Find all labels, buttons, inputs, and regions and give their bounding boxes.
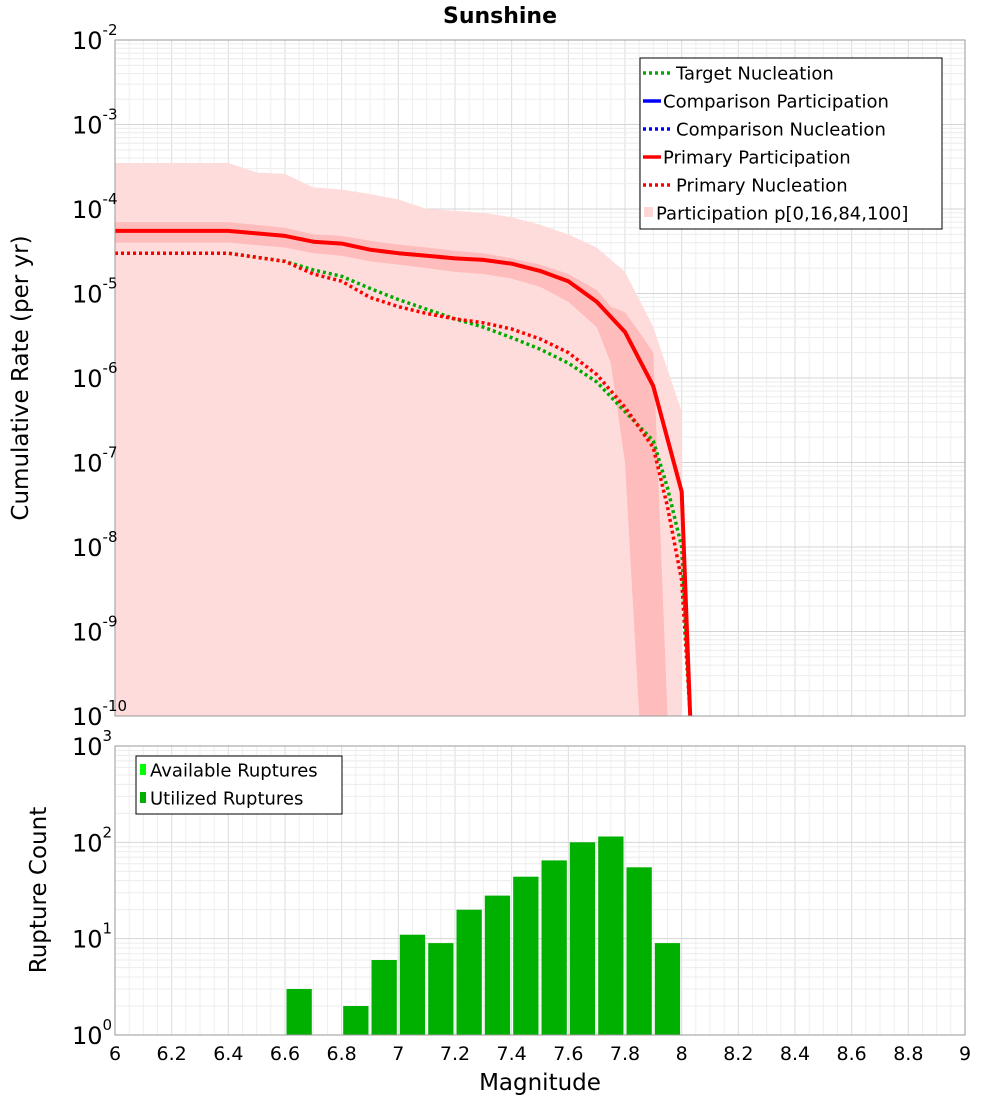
rate-y-tick-label: 10-3 (72, 106, 118, 140)
rate-y-tick-label: 10-8 (72, 528, 118, 562)
bar-utilized-ruptures (598, 836, 624, 1035)
count-y-axis-title: Rupture Count (26, 807, 52, 973)
x-tick-label: 8.4 (780, 1043, 810, 1065)
x-axis-title: Magnitude (479, 1070, 601, 1096)
rate-legend-box (639, 57, 943, 230)
count-y-tick-exponent: 2 (103, 823, 113, 841)
series-line-target-nucleation (115, 251, 692, 717)
rate-y-tick-exponent: -5 (103, 275, 118, 293)
rate-y-ticks: 10-10 10-9 10-8 10-7 10-6 10-5 10-4 10-3 10-2 (72, 21, 127, 731)
x-tick-label: 7.2 (440, 1043, 470, 1065)
legend-comparison-participation: Comparison Participation (663, 92, 889, 113)
chart-title: Sunshine (443, 4, 557, 29)
rate-y-tick-exponent: -4 (103, 190, 118, 208)
x-tick-label: 6.4 (213, 1043, 243, 1065)
count-legend-box (135, 755, 343, 815)
bar-utilized-ruptures (286, 989, 312, 1035)
bar-utilized-ruptures (343, 1006, 369, 1035)
legend-utilized-ruptures: Utilized Ruptures (150, 789, 303, 810)
count-y-tick-exponent: 3 (103, 727, 113, 745)
rate-y-tick-label: 10-5 (72, 275, 118, 309)
legend-available-ruptures: Available Ruptures (150, 761, 318, 782)
count-bars (286, 836, 681, 1035)
bar-utilized-ruptures (399, 934, 426, 1035)
rate-y-tick-label: 10-10 (72, 697, 127, 731)
rate-y-tick-exponent: -9 (103, 613, 118, 631)
rate-panel: 10-10 10-9 10-8 10-7 10-6 10-5 10-4 10-3 10-2 Cu… (8, 21, 966, 731)
x-tick-label: 8.8 (893, 1043, 923, 1065)
bar-utilized-ruptures (371, 960, 397, 1035)
count-legend: Available Ruptures Utilized Ruptures (135, 755, 343, 815)
x-tick-label: 8.2 (723, 1043, 753, 1065)
rate-y-axis-title: Cumulative Rate (per yr) (8, 235, 34, 520)
bar-utilized-ruptures (626, 867, 652, 1035)
bar-utilized-ruptures (456, 909, 482, 1035)
count-y-tick-label: 101 (72, 920, 112, 954)
x-tick-label: 8.6 (837, 1043, 867, 1065)
count-y-tick-exponent: 0 (103, 1016, 113, 1034)
count-y-tick-label: 102 (72, 823, 112, 857)
rate-y-tick-exponent: -3 (103, 106, 118, 124)
rate-y-tick-label: 10-6 (72, 359, 118, 393)
participation-bands (115, 163, 682, 716)
series-line-primary-nucleation (115, 251, 692, 717)
legend-participation-band-swatch (644, 207, 653, 217)
rate-y-tick-label: 10-4 (72, 190, 118, 224)
bar-utilized-ruptures (513, 876, 539, 1035)
legend-available-ruptures-swatch (140, 764, 146, 775)
bar-utilized-ruptures (428, 943, 454, 1035)
x-tick-label: 6.6 (270, 1043, 300, 1065)
x-tick-label: 7.4 (497, 1043, 527, 1065)
x-tick-label: 6 (109, 1043, 121, 1065)
rate-y-tick-label: 10-9 (72, 613, 118, 647)
rate-y-tick-label: 10-2 (72, 21, 118, 55)
x-tick-label: 6.2 (157, 1043, 187, 1065)
x-tick-label: 8 (676, 1043, 688, 1065)
participation-band-outer (115, 163, 682, 716)
rate-y-tick-exponent: -10 (103, 697, 128, 715)
x-tick-label: 9 (959, 1043, 971, 1065)
rate-y-tick-exponent: -8 (103, 528, 118, 546)
legend-comparison-nucleation: Comparison Nucleation (676, 120, 886, 141)
rate-y-tick-exponent: -2 (103, 21, 118, 39)
rate-y-tick-exponent: -6 (103, 359, 118, 377)
rate-y-tick-label: 10-7 (72, 444, 118, 478)
count-y-tick-exponent: 1 (103, 920, 113, 938)
bar-utilized-ruptures (654, 943, 681, 1035)
bar-utilized-ruptures (484, 895, 511, 1035)
rate-legend: Target Nucleation Comparison Participati… (639, 57, 943, 230)
x-tick-label: 6.8 (327, 1043, 357, 1065)
series-line-primary-participation (115, 228, 693, 717)
count-y-tick-label: 103 (72, 727, 112, 761)
rate-y-tick-exponent: -7 (103, 444, 118, 462)
legend-participation-band: Participation p[0,16,84,100] (656, 204, 908, 225)
count-plot-frame (114, 745, 966, 1036)
rate-series-lines (115, 228, 693, 717)
bar-utilized-ruptures (569, 842, 596, 1035)
x-tick-label: 7.8 (610, 1043, 640, 1065)
x-tick-label: 7.6 (553, 1043, 583, 1065)
legend-primary-participation: Primary Participation (663, 148, 851, 169)
count-x-ticks: 6 6.2 6.4 6.6 6.8 7 7.2 7.4 7.6 7.8 8 8.2 8.4 8.6 8.8 9 (109, 1043, 971, 1065)
x-tick-label: 7 (392, 1043, 404, 1065)
legend-target-nucleation: Target Nucleation (675, 64, 834, 85)
count-y-tick-label: 100 (72, 1016, 112, 1050)
legend-utilized-ruptures-swatch (140, 792, 146, 803)
legend-primary-nucleation: Primary Nucleation (676, 176, 848, 197)
bar-utilized-ruptures (541, 860, 567, 1035)
rate-plot-frame (114, 39, 966, 717)
